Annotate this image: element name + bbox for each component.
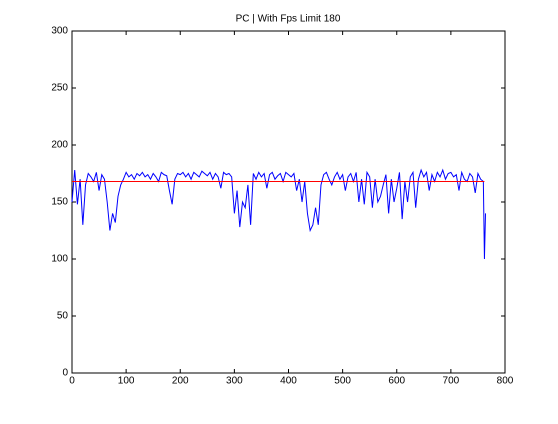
y-tick-label: 250	[51, 83, 68, 94]
data-line	[71, 168, 487, 260]
y-tick-label: 150	[51, 197, 68, 208]
y-tick-label: 300	[51, 26, 68, 37]
x-tick-label: 200	[172, 376, 189, 387]
y-tick-label: 0	[62, 368, 68, 379]
x-tick-label: 0	[69, 376, 75, 387]
plot-frame	[71, 30, 506, 374]
x-tick-label: 400	[280, 376, 297, 387]
x-tick-label: 500	[334, 376, 351, 387]
x-tick-label: 100	[118, 376, 135, 387]
y-tick-label: 100	[51, 254, 68, 265]
x-tick-label: 600	[388, 376, 405, 387]
x-tick-label: 700	[443, 376, 460, 387]
y-tick-label: 200	[51, 140, 68, 151]
x-tick-label: 300	[226, 376, 243, 387]
x-tick-label: 800	[497, 376, 514, 387]
chart-title: PC | With Fps Limit 180	[236, 14, 341, 25]
y-tick-label: 50	[57, 311, 69, 322]
